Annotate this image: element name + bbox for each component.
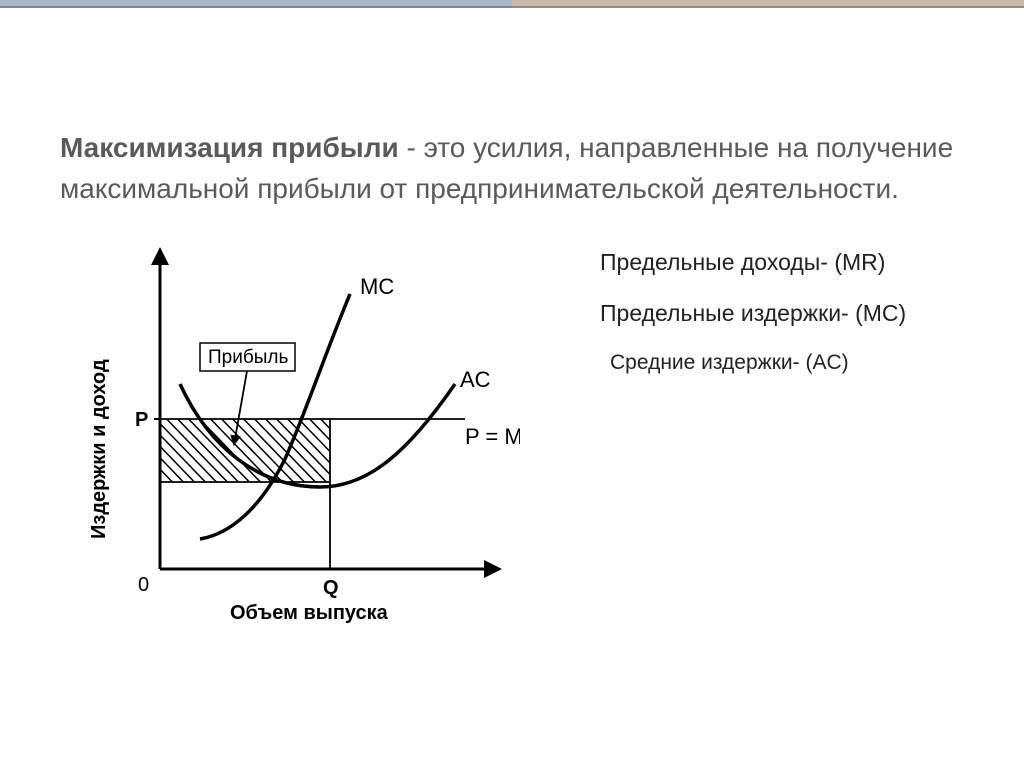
svg-text:Издержки и доход: Издержки и доход (88, 359, 110, 539)
svg-text:Объем выпуска: Объем выпуска (230, 602, 389, 624)
lower-row: Прибыль MC AC P = MR P Q 0 Объем выпуска Издержк… (60, 239, 964, 644)
svg-text:0: 0 (138, 574, 149, 596)
svg-text:MC: MC (360, 274, 394, 299)
heading-term: Максимизация прибыли (60, 132, 399, 163)
svg-text:Q: Q (323, 577, 339, 599)
svg-text:AC: AC (460, 367, 491, 392)
slide-heading: Максимизация прибыли - это усилия, напра… (60, 128, 964, 209)
top-bar-right (512, 0, 1024, 8)
legend: Предельные доходы- (MR) Предельные издер… (600, 249, 906, 399)
top-decor-bar (0, 0, 1024, 8)
svg-text:Прибыль: Прибыль (208, 347, 288, 368)
top-bar-left (0, 0, 512, 8)
svg-text:P: P (135, 409, 148, 431)
legend-mc: Предельные издержки- (MC) (600, 300, 906, 327)
svg-text:P = MR: P = MR (465, 424, 520, 449)
legend-ac: Средние издержки- (AC) (610, 351, 906, 375)
slide-content: Максимизация прибыли - это усилия, напра… (0, 8, 1024, 644)
econ-chart: Прибыль MC AC P = MR P Q 0 Объем выпуска Издержк… (60, 239, 520, 639)
legend-mr: Предельные доходы- (MR) (600, 249, 906, 276)
chart-container: Прибыль MC AC P = MR P Q 0 Объем выпуска Издержк… (60, 239, 520, 644)
